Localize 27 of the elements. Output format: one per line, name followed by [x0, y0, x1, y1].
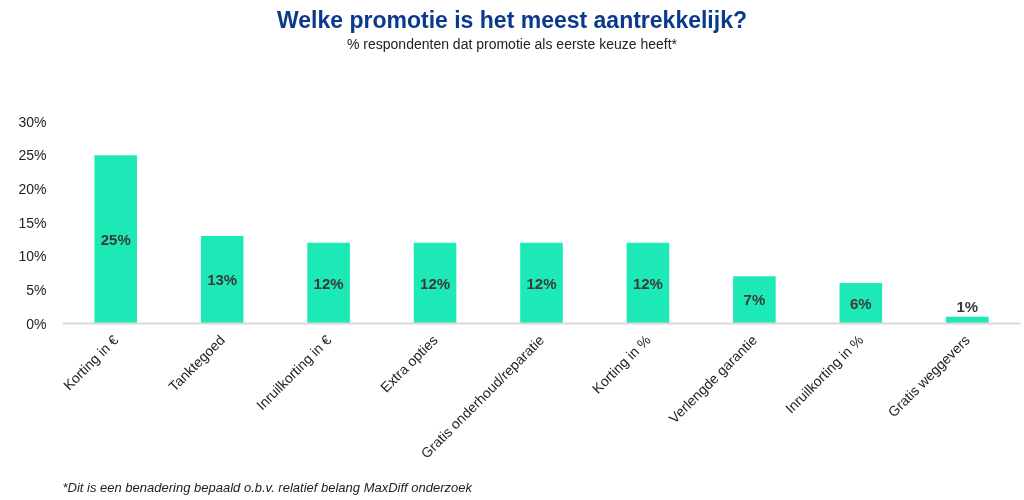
bar: [94, 155, 138, 324]
bar: [307, 242, 350, 324]
y-tick-label: 15%: [18, 214, 47, 231]
data-label: 12%: [313, 274, 344, 292]
data-label: 6%: [849, 294, 872, 312]
y-tick-label: 30%: [18, 113, 47, 130]
data-label: 13%: [207, 271, 238, 289]
data-label: 12%: [632, 274, 663, 292]
data-label: 1%: [956, 297, 979, 315]
chart-title: Welke promotie is het meest aantrekkelijk?: [277, 6, 747, 35]
bar: [945, 316, 989, 324]
y-tick-label: 0%: [26, 315, 47, 332]
bar: [520, 242, 563, 324]
bar: [413, 242, 457, 324]
bar: [200, 235, 244, 324]
data-label: 25%: [100, 230, 131, 248]
y-tick-label: 20%: [18, 180, 47, 197]
data-label: 12%: [420, 274, 451, 292]
y-tick-label: 25%: [18, 147, 47, 164]
y-tick-label: 10%: [18, 248, 47, 265]
bar: [626, 242, 670, 324]
chart-subtitle: % respondenten dat promotie als eerste keuze heeft*: [347, 35, 677, 54]
bar: [733, 276, 776, 324]
y-tick-label: 5%: [26, 281, 47, 298]
text: *Dit is een benadering bepaald o.b.v. relatief belang MaxDiff onderzoek: [62, 479, 474, 495]
data-label: 12%: [526, 274, 557, 292]
data-label: 7%: [743, 291, 766, 309]
